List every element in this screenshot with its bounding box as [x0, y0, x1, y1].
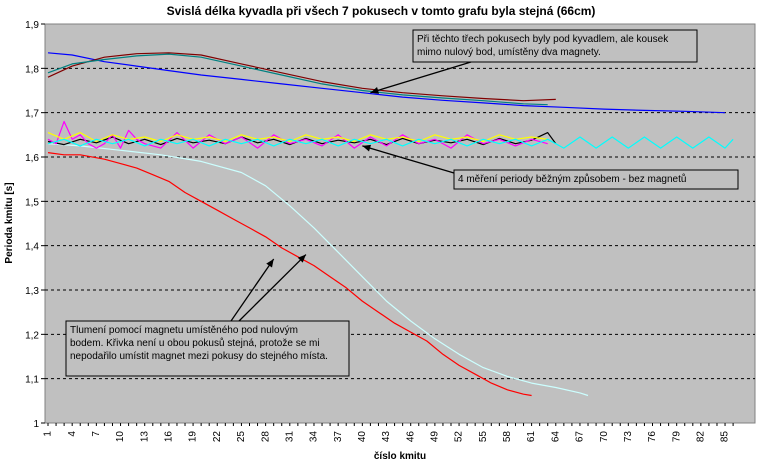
y-tick-label: 1,2: [25, 330, 39, 341]
series-line-8: [47, 132, 548, 143]
x-tick-label: 37: [333, 431, 344, 443]
damping-note-arrow: [238, 254, 307, 322]
series-line-3: [47, 53, 548, 106]
y-tick-label: 1: [33, 419, 39, 430]
damping-note-box: [65, 320, 350, 377]
x-tick-label: 28: [260, 431, 271, 443]
x-tick-label: 61: [526, 431, 537, 443]
damping-note-text: bodem. Křivka není u obou pokusů stejná,…: [70, 337, 320, 349]
y-tick-label: 1,5: [25, 197, 39, 208]
y-tick-label: 1,6: [25, 153, 39, 164]
x-tick-label: 4: [67, 431, 78, 437]
series-line-9: [47, 136, 734, 149]
x-tick-label: 40: [357, 431, 368, 443]
normal-note-box: [453, 169, 739, 190]
x-tick-label: 22: [212, 431, 223, 443]
magnets-note-arrowhead: [370, 87, 380, 94]
x-tick-label: 58: [502, 431, 513, 443]
y-tick-label: 1,7: [25, 109, 39, 120]
damping-note-text: Tlumení pomocí magnetu umístěného pod nu…: [70, 325, 298, 336]
x-tick-label: 13: [139, 431, 150, 443]
series-lines: [47, 52, 734, 397]
x-tick-label: 25: [236, 431, 247, 443]
x-tick-label: 1: [43, 431, 54, 437]
magnets-note: Při těchto třech pokusech byly pod kyvad…: [370, 29, 698, 94]
damping-note-arrow: [230, 258, 275, 322]
x-tick-label: 79: [671, 431, 682, 443]
x-tick-label: 31: [284, 431, 295, 443]
x-tick-label: 82: [696, 431, 707, 443]
x-tick-label: 49: [430, 431, 441, 443]
damping-note: Tlumení pomocí magnetu umístěného pod nu…: [65, 254, 350, 377]
x-tick-label: 19: [188, 431, 199, 443]
normal-note: 4 měření periody běžným způsobem - bez m…: [362, 144, 739, 190]
series-line-5: [47, 143, 589, 397]
x-axis-label: číslo kmitu: [374, 451, 426, 462]
x-tick-label: 52: [454, 431, 465, 443]
x-tick-label: 64: [550, 431, 561, 443]
series-line-4: [47, 152, 532, 397]
y-tick-label: 1,4: [25, 242, 39, 253]
series-line-7: [47, 120, 548, 149]
x-tick-label: 76: [647, 431, 658, 443]
y-axis-label: Perioda kmitu [s]: [4, 182, 15, 263]
normal-note-arrowhead: [362, 144, 372, 152]
y-tick-label: 1,8: [25, 64, 39, 75]
x-tick-label: 7: [91, 431, 102, 437]
x-tick-label: 43: [381, 431, 392, 443]
series-line-2: [47, 52, 556, 102]
y-tick-labels: 1 1,1 1,2 1,3 1,4 1,5 1,6 1,7 1,8 1,9: [25, 20, 45, 430]
chart-title: Svislá délka kyvadla při všech 7 pokusec…: [167, 4, 596, 18]
x-tick-label: 34: [309, 431, 320, 443]
magnets-note-text: Při těchto třech pokusech byly pod kyvad…: [417, 34, 669, 45]
y-tick-label: 1,1: [25, 375, 39, 386]
x-tick-label: 85: [720, 431, 731, 443]
x-tick-label: 16: [164, 431, 175, 443]
x-tick-label: 46: [405, 431, 416, 443]
x-tick-label: 10: [115, 431, 126, 443]
y-tick-label: 1,9: [25, 20, 39, 31]
x-tick-labels: 1 4 7 10 13 16 19 22 25 28 31 34 37 40 43 46 49 52 55 58 61 6…: [43, 423, 734, 443]
x-tick-label: 73: [623, 431, 634, 443]
damping-note-arrowhead: [297, 254, 306, 263]
x-tick-label: 70: [599, 431, 610, 443]
magnets-note-box: [412, 29, 698, 63]
series-line-6: [47, 132, 557, 146]
x-tick-label: 67: [575, 431, 586, 443]
normal-note-text: 4 měření periody běžným způsobem - bez m…: [458, 173, 686, 185]
magnets-note-text: mimo nulový bod, umístěny dva magnety.: [417, 47, 601, 58]
series-line-1: [47, 52, 726, 114]
magnets-note-arrow: [370, 61, 472, 94]
damping-note-text: nepodařilo umístit magnet mezi pokusy do…: [70, 351, 328, 362]
annotations: Při těchto třech pokusech byly pod kyvad…: [65, 29, 739, 377]
x-tick-label: 55: [478, 431, 489, 443]
y-tick-label: 1,3: [25, 286, 39, 297]
damping-note-arrowhead: [266, 258, 274, 268]
normal-note-arrow: [362, 145, 455, 174]
